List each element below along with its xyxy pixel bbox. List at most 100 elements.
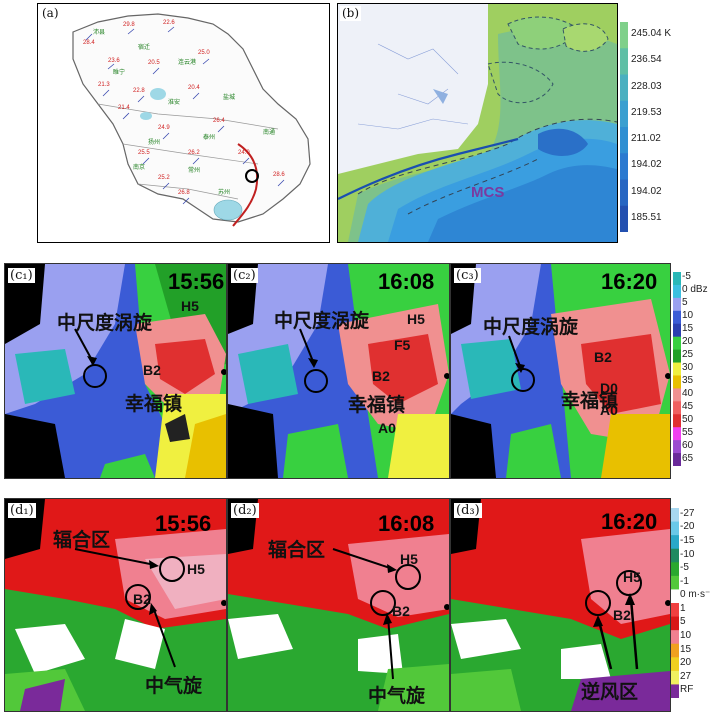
svg-text:盐城: 盐城	[223, 93, 235, 101]
colorbar-tick-label: -1	[680, 575, 689, 587]
colorbar-tick-label: 228.03	[631, 80, 662, 92]
c3-d0-tag: D0	[600, 380, 618, 396]
colorbar-swatch	[671, 603, 679, 618]
svg-text:20.5: 20.5	[148, 60, 160, 66]
c1-h5-tag: H5	[181, 298, 199, 314]
colorbar-tick-label: 1	[680, 602, 686, 614]
svg-text:南京: 南京	[133, 163, 145, 171]
d2-b2-tag: B2	[392, 603, 410, 619]
svg-text:24.0: 24.0	[238, 150, 250, 156]
colorbar-swatch	[673, 362, 681, 376]
colorbar-swatch	[673, 453, 681, 467]
colorbar-swatch	[673, 323, 681, 338]
panel-d3-label: (d₃)	[454, 503, 482, 518]
d3-h5-tag: H5	[623, 569, 641, 585]
colorbar-tick-label: 60	[682, 439, 694, 451]
c2-a0-tag: A0	[378, 420, 396, 436]
panel-c2-label: (c₂)	[231, 268, 258, 283]
colorbar-tick-label: 50	[682, 413, 694, 425]
svg-text:沛县: 沛县	[93, 28, 105, 36]
svg-text:泰州: 泰州	[203, 133, 215, 141]
colorbar-tick-label: RF	[680, 684, 694, 696]
colorbar-tick-label: -27	[680, 507, 695, 519]
colorbar-tick-label: 185.51	[631, 211, 662, 223]
svg-text:21.4: 21.4	[118, 105, 130, 111]
panel-b-satellite: (b) MCS	[337, 3, 618, 243]
colorbar-swatch	[620, 48, 628, 75]
c3-a0-tag: A0	[600, 402, 618, 418]
panel-d2-time: 16:08	[378, 511, 435, 536]
colorbar-swatch	[673, 336, 681, 351]
colorbar-tick-label: 45	[682, 400, 694, 412]
province-outline-map: 28.4 29.8 22.6 23.6 20.5 25.0 21.3 22.8 20.4 2…	[72, 13, 311, 227]
svg-text:20.4: 20.4	[188, 85, 200, 91]
colorbar-swatch	[620, 205, 628, 233]
panel-b-label: (b)	[340, 6, 362, 21]
svg-text:连云港: 连云港	[178, 58, 196, 66]
svg-text:扬州: 扬州	[148, 138, 160, 146]
panel-d3-time: 16:20	[601, 509, 658, 534]
svg-text:21.3: 21.3	[98, 82, 110, 88]
panel-c2-reflectivity: (c₂) 16:08 H5 F5 中尺度涡旋 B2 幸福镇 A0	[227, 263, 450, 479]
colorbar-tick-label: 245.04 K	[631, 28, 672, 40]
colorbar-swatch	[620, 100, 628, 128]
colorbar-tick-label: 194.02	[631, 159, 662, 171]
d3-b2-tag: B2	[613, 607, 631, 623]
colorbar-swatch	[671, 616, 679, 631]
colorbar-swatch	[671, 575, 679, 590]
c2-h5-tag: H5	[407, 311, 425, 327]
svg-text:常州: 常州	[188, 166, 200, 174]
velocity-field-d1	[5, 499, 226, 711]
panel-c1-time: 15:56	[168, 269, 225, 294]
colorbar-tick-label: 20	[682, 336, 694, 348]
mcs-label: MCS	[471, 184, 505, 201]
colorbar-tick-label: 5	[680, 616, 686, 628]
colorbar-swatch	[671, 562, 679, 577]
panel-c3-label: (c₃)	[454, 268, 481, 283]
colorbar-swatch	[671, 670, 679, 685]
panel-c3-reflectivity: (c₃) 16:20 中尺度涡旋 B2 D0 幸福镇 A0	[450, 263, 671, 479]
c3-vortex-text: 中尺度涡旋	[483, 316, 579, 338]
d1-h5-tag: H5	[187, 561, 205, 577]
svg-text:23.6: 23.6	[108, 58, 120, 64]
colorbar-d-swatches	[671, 508, 679, 699]
colorbar-velocity	[671, 508, 679, 699]
colorbar-swatch	[673, 284, 681, 299]
colorbar-reflectivity	[673, 272, 681, 467]
svg-text:28.4: 28.4	[83, 40, 95, 46]
c2-b2-tag: B2	[372, 368, 390, 384]
c2-annotations	[299, 328, 328, 393]
colorbar-tick-label: 194.02	[631, 185, 662, 197]
svg-text:22.6: 22.6	[163, 20, 175, 26]
colorbar-tick-label: 219.53	[631, 106, 662, 118]
colorbar-tick-label: -5	[682, 271, 691, 283]
colorbar-swatch	[620, 127, 628, 154]
colorbar-swatch	[671, 521, 679, 536]
colorbar-tick-label: 55	[682, 426, 694, 438]
colorbar-tick-label: 0 dBz	[682, 284, 708, 296]
colorbar-tick-label: 35	[682, 374, 694, 386]
colorbar-swatch	[673, 310, 681, 325]
panel-c2-time: 16:08	[378, 269, 435, 294]
panel-d3-velocity: (d₃) 16:20 H5 B2 逆风区	[450, 498, 671, 712]
c2-f5-tag: F5	[394, 337, 411, 353]
colorbar-swatch	[620, 179, 628, 207]
colorbar-tick-label: -10	[680, 548, 695, 560]
reflectivity-field-c2	[228, 264, 449, 478]
colorbar-tick-label: 0 m·s⁻¹	[680, 589, 710, 601]
panel-c3-time: 16:20	[601, 269, 658, 294]
colorbar-tick-label: -5	[680, 562, 689, 574]
colorbar-swatch	[673, 440, 681, 454]
colorbar-c-swatches	[673, 272, 681, 467]
colorbar-swatch	[673, 427, 681, 441]
colorbar-tick-label: -15	[680, 534, 695, 546]
colorbar-tick-label: 65	[682, 452, 694, 464]
colorbar-swatch	[673, 349, 681, 364]
svg-text:淮安: 淮安	[168, 98, 180, 106]
colorbar-tick-label: 25	[682, 349, 694, 361]
d1-meso-text: 中气旋	[145, 675, 203, 697]
svg-text:28.6: 28.6	[273, 172, 285, 178]
d1-b2-tag: B2	[133, 591, 151, 607]
svg-text:24.9: 24.9	[158, 125, 170, 131]
panel-d2-label: (d₂)	[231, 503, 259, 518]
